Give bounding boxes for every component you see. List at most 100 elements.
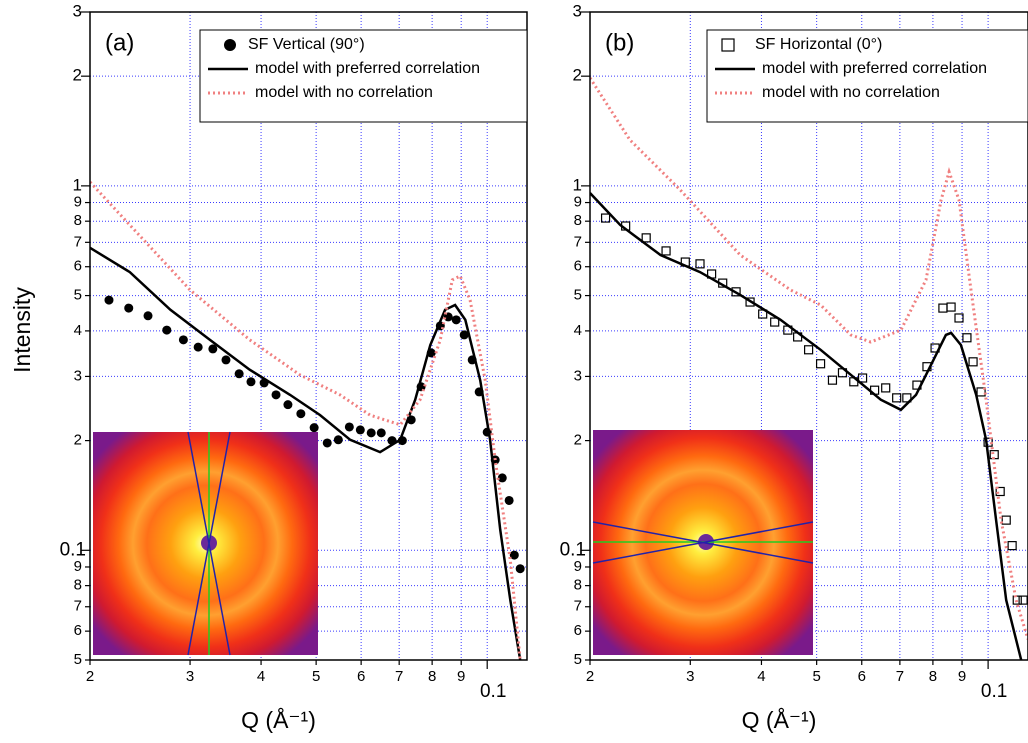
series-group (90, 246, 522, 660)
data-layer (90, 77, 1028, 660)
data-point (815, 359, 826, 369)
y-tick-label: 8 (574, 212, 582, 229)
data-point (344, 422, 354, 432)
y-tick-label: 8 (74, 212, 82, 229)
data-point (1018, 595, 1028, 605)
data-point (497, 473, 507, 483)
data-point (881, 383, 891, 393)
x-tick-label: 8 (428, 668, 436, 685)
data-point (641, 233, 651, 243)
x-tick-label: 3 (186, 668, 194, 685)
series-group (590, 192, 1023, 660)
inset-line (592, 521, 814, 564)
data-point (459, 330, 469, 340)
data-point (857, 373, 868, 383)
series-group (90, 180, 522, 660)
data-point (124, 303, 134, 313)
x-tick-label: 3 (686, 668, 694, 685)
x-tick-label: 9 (958, 668, 966, 685)
x-tick-label: 0.1 (981, 681, 1007, 702)
data-point (1001, 515, 1011, 525)
y-tick-label: 6 (74, 258, 82, 275)
data-point (509, 550, 519, 560)
data-point (515, 564, 525, 574)
legend-box (706, 29, 1028, 123)
x-tick-label: 2 (586, 668, 594, 685)
data-point (366, 428, 376, 438)
data-point (283, 400, 293, 410)
data-point (296, 409, 306, 419)
data-point (178, 335, 188, 345)
y-tick-label: 3 (574, 367, 582, 384)
x-tick-label: 8 (929, 668, 937, 685)
y-tick-label: 5 (574, 651, 582, 668)
x-tick-label: 2 (86, 668, 94, 685)
y-tick-label: 0.1 (60, 539, 86, 560)
data-point (1012, 595, 1022, 605)
y-tick-label: 7 (574, 233, 582, 250)
legend-label: model with preferred correlation (762, 60, 987, 77)
x-tick-label: 0.1 (480, 681, 506, 702)
data-point (246, 377, 256, 387)
plot-frame (589, 11, 1028, 661)
data-point (962, 333, 972, 343)
data-point (968, 357, 978, 367)
inset-a (93, 431, 318, 656)
data-point (162, 325, 172, 335)
model-line (90, 180, 522, 660)
y-tick-label: 5 (74, 651, 82, 668)
y-tick-label: 7 (74, 233, 82, 250)
insets (93, 430, 814, 656)
data-point (333, 435, 343, 445)
data-point (104, 295, 114, 305)
data-point (451, 315, 461, 325)
data-point (892, 393, 902, 403)
data-point (995, 486, 1005, 497)
model-line (590, 192, 1023, 660)
y-tick-label: 3 (73, 1, 82, 20)
plot-frame (89, 11, 528, 661)
x-tick-label: 6 (357, 668, 365, 685)
y-tick-label: 5 (74, 287, 82, 304)
y-tick-label: 2 (73, 66, 82, 85)
y-tick-label: 3 (573, 1, 582, 20)
x-tick-label: 7 (896, 668, 904, 685)
x-tick-label: 5 (312, 668, 320, 685)
model-line (90, 246, 522, 660)
y-tick-label: 3 (74, 367, 82, 384)
inset-line (187, 431, 231, 656)
y-tick-label: 2 (574, 432, 582, 449)
data-point (376, 428, 386, 438)
data-point (954, 313, 964, 323)
data-point (143, 311, 153, 321)
data-point (443, 312, 453, 322)
y-tick-label: 5 (574, 287, 582, 304)
y-tick-label: 1 (573, 175, 582, 194)
legend-symbol (721, 38, 735, 52)
y-tick-label: 4 (574, 322, 582, 339)
x-tick-label: 4 (757, 668, 765, 685)
y-tick-label: 0.1 (560, 539, 586, 560)
y-tick-label: 1 (73, 175, 82, 194)
data-point (221, 355, 231, 365)
y-tick-label: 9 (74, 194, 82, 211)
x-tick-label: 4 (257, 668, 265, 685)
legend-box (199, 29, 528, 123)
y-tick-label: 7 (74, 598, 82, 615)
x-tick-label: 9 (457, 668, 465, 685)
y-tick-label: 2 (573, 66, 582, 85)
inset-b (592, 430, 814, 655)
data-point (902, 393, 912, 403)
data-point (193, 342, 203, 352)
y-tick-label: 4 (74, 322, 82, 339)
y-tick-label: 2 (74, 432, 82, 449)
data-point (504, 495, 514, 505)
data-point (271, 390, 281, 400)
data-point (976, 387, 986, 397)
y-tick-label: 9 (574, 558, 582, 575)
y-tick-label: 8 (574, 577, 582, 594)
y-tick-label: 7 (574, 598, 582, 615)
data-point (695, 259, 705, 269)
